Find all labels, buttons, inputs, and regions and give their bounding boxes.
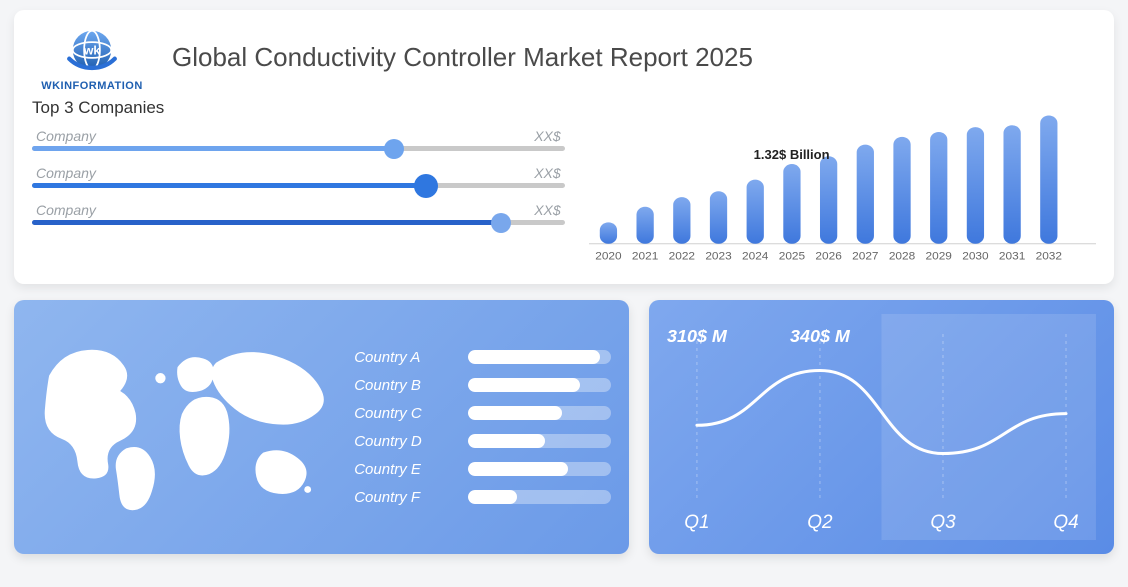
bar (599, 222, 616, 243)
companies-title: Top 3 Companies (32, 98, 565, 118)
bar (966, 127, 983, 244)
bar-xtick: 2020 (595, 251, 621, 262)
country-row: Country D (354, 433, 611, 450)
country-list: Country A Country B Country C Country D Coun… (354, 314, 611, 540)
country-row: Country A (354, 349, 611, 366)
bar-xtick: 2030 (962, 251, 988, 262)
bar-xtick: 2023 (705, 251, 731, 262)
logo: wk WKINFORMATION (32, 22, 152, 92)
forecast-bar-chart: 2020 2021 2022 2023 2024 2025 2026 2027 2028 2029… (589, 98, 1096, 268)
bar (1040, 115, 1057, 243)
country-label: Country F (354, 489, 454, 506)
quarter-xtick: Q3 (930, 512, 956, 533)
country-bar (468, 490, 611, 504)
world-map (32, 314, 340, 540)
bar-xtick: 2022 (668, 251, 694, 262)
bar (673, 197, 690, 244)
country-label: Country C (354, 405, 454, 422)
country-bar (468, 462, 611, 476)
company-slider (32, 183, 565, 188)
top-card: wk WKINFORMATION Global Conductivity Con… (14, 10, 1114, 284)
company-row: Company XX$ (32, 202, 565, 225)
country-bar (468, 350, 611, 364)
company-value: XX$ (534, 128, 560, 144)
bar-xtick: 2027 (852, 251, 878, 262)
map-card: Country A Country B Country C Country D Coun… (14, 300, 629, 554)
quarter-xtick: Q2 (807, 512, 833, 533)
quarterly-card: Q1 Q2 Q3 Q4 310$ M 340$ M (649, 300, 1114, 554)
bar-xtick: 2029 (925, 251, 951, 262)
country-row: Country B (354, 377, 611, 394)
globe-icon: wk (64, 22, 120, 78)
page-title: Global Conductivity Controller Market Re… (172, 42, 1096, 73)
top-content: Top 3 Companies CompanyXX$CompanyXX$Comp… (32, 98, 1096, 268)
bar (930, 132, 947, 244)
bar (856, 145, 873, 244)
bar (710, 191, 727, 243)
country-label: Country B (354, 377, 454, 394)
country-label: Country A (354, 349, 454, 366)
quarter-xtick: Q4 (1053, 512, 1078, 533)
country-row: Country C (354, 405, 611, 422)
bar (820, 156, 837, 243)
company-value: XX$ (534, 165, 560, 181)
chart-callout: 1.32$ Billion (754, 147, 830, 162)
country-bar (468, 406, 611, 420)
country-row: Country E (354, 461, 611, 478)
company-label: Company (36, 128, 96, 144)
quarter-xtick: Q1 (684, 512, 709, 533)
company-slider (32, 146, 565, 151)
company-row: Company XX$ (32, 128, 565, 151)
companies-panel: Top 3 Companies CompanyXX$CompanyXX$Comp… (32, 98, 565, 268)
bar-xtick: 2021 (632, 251, 658, 262)
country-bar (468, 378, 611, 392)
bar (1003, 125, 1020, 244)
bar-xtick: 2025 (778, 251, 804, 262)
bottom-row: Country A Country B Country C Country D Coun… (14, 300, 1114, 554)
bar-xtick: 2031 (999, 251, 1025, 262)
logo-text: WKINFORMATION (41, 80, 143, 92)
bar-xtick: 2026 (815, 251, 841, 262)
country-row: Country F (354, 489, 611, 506)
bar-xtick: 2028 (889, 251, 915, 262)
header: wk WKINFORMATION Global Conductivity Con… (32, 22, 1096, 92)
bar (746, 180, 763, 244)
bar (636, 207, 653, 244)
bar (893, 137, 910, 244)
quarter-value-label: 340$ M (790, 326, 851, 346)
bar-xtick: 2024 (742, 251, 768, 262)
company-row: Company XX$ (32, 165, 565, 188)
company-slider (32, 220, 565, 225)
bar (783, 164, 800, 244)
bar-xtick: 2032 (1035, 251, 1061, 262)
company-label: Company (36, 165, 96, 181)
quarter-value-label: 310$ M (667, 326, 728, 346)
country-label: Country E (354, 461, 454, 478)
company-label: Company (36, 202, 96, 218)
svg-text:wk: wk (83, 43, 101, 57)
country-bar (468, 434, 611, 448)
company-value: XX$ (534, 202, 560, 218)
country-label: Country D (354, 433, 454, 450)
